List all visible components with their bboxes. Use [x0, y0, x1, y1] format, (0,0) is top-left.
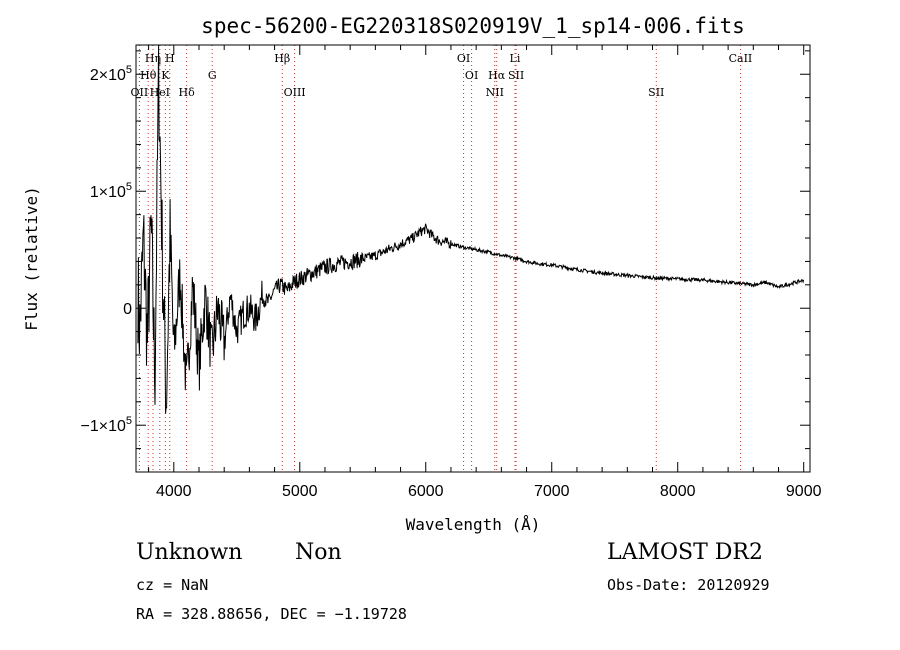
- spectral-line-label: Li: [510, 52, 521, 65]
- survey-label: LAMOST DR2: [607, 540, 763, 565]
- spectral-line-label: H: [165, 52, 175, 65]
- spectral-line-label: G: [208, 69, 217, 82]
- x-tick-label: 8000: [660, 483, 696, 500]
- spectral-line-label: Hθ: [140, 69, 157, 82]
- ra-dec-coordinates: RA = 328.88656, DEC = −1.19728: [136, 605, 407, 623]
- spectral-line-label: HeI: [150, 86, 170, 99]
- object-class: Unknown: [136, 540, 243, 565]
- spectral-line-label: NII: [486, 86, 504, 99]
- y-tick-label: 1×105: [90, 181, 132, 201]
- spectral-line-label: Hβ: [274, 52, 290, 65]
- spectral-line-label: OI: [457, 52, 470, 65]
- y-tick-label: −1×105: [80, 415, 132, 435]
- plot-frame: [135, 44, 811, 473]
- flux-spectrum-line: [137, 44, 805, 414]
- spectral-line-label: Hα: [488, 69, 506, 82]
- spectral-line-label: Hη: [145, 52, 161, 65]
- y-axis-label: Flux (relative): [22, 186, 41, 331]
- y-tick-label: 2×105: [90, 64, 132, 84]
- spectral-line-label: OII: [131, 86, 149, 99]
- observation-date: Obs-Date: 20120929: [607, 576, 770, 594]
- chart-title: spec-56200-EG220318S020919V_1_sp14-006.f…: [201, 14, 745, 38]
- x-axis-label: Wavelength (Å): [406, 515, 541, 534]
- y-tick-label: 0: [123, 301, 132, 318]
- redshift-cz: cz = NaN: [136, 576, 209, 594]
- spectral-line-label: SII: [508, 69, 524, 82]
- x-tick-label: 5000: [282, 483, 318, 500]
- object-subclass: Non: [295, 540, 342, 565]
- x-tick-label: 4000: [156, 483, 192, 500]
- spectral-line-label: SII: [648, 86, 664, 99]
- x-tick-label: 6000: [408, 483, 444, 500]
- spectral-line-label: K: [161, 69, 170, 82]
- spectral-line-label: Hδ: [179, 86, 196, 99]
- spectral-line-label: OIII: [284, 86, 306, 99]
- spectral-line-label: OI: [465, 69, 478, 82]
- x-tick-label: 7000: [534, 483, 570, 500]
- spectral-line-label: CaII: [729, 52, 753, 65]
- x-tick-label: 9000: [786, 483, 822, 500]
